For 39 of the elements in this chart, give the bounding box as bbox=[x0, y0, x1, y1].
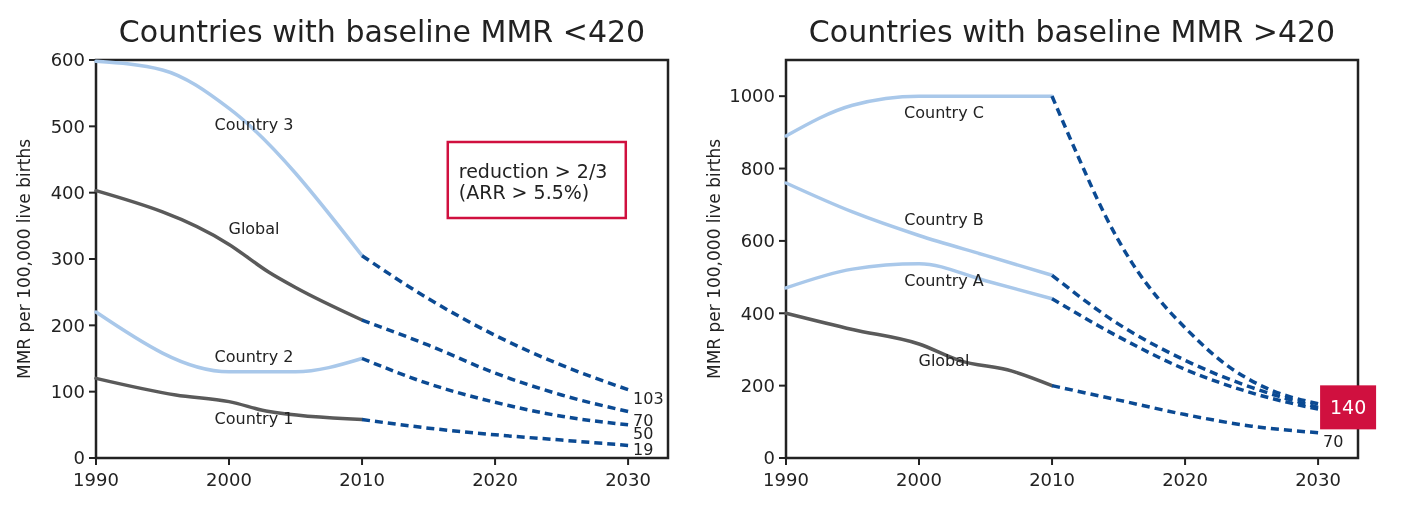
chart-title: Countries with baseline MMR >420 bbox=[808, 14, 1336, 49]
chart-title: Countries with baseline MMR <420 bbox=[118, 14, 646, 49]
y-axis-title: MMR per 100,000 live births bbox=[14, 138, 34, 380]
series-label: Global bbox=[228, 219, 280, 239]
y-tick-label: 400 bbox=[740, 302, 775, 324]
series-label: Country B bbox=[904, 210, 984, 230]
y-tick-label: 300 bbox=[50, 248, 85, 270]
y-tick-label: 200 bbox=[740, 374, 775, 396]
x-tick-label: 2020 bbox=[1162, 469, 1208, 490]
data-label: 103 bbox=[633, 389, 664, 409]
data-label: 70 bbox=[1323, 432, 1344, 452]
y-tick-label: 600 bbox=[740, 230, 775, 252]
y-tick-label: 0 bbox=[763, 447, 775, 469]
series-label: Country 3 bbox=[214, 115, 294, 135]
y-tick-label: 1000 bbox=[729, 85, 775, 107]
y-tick-label: 500 bbox=[50, 115, 85, 137]
x-tick-label: 2030 bbox=[1295, 469, 1341, 490]
x-tick-label: 2020 bbox=[472, 469, 518, 490]
series-label: Global bbox=[918, 351, 970, 371]
y-tick-label: 200 bbox=[50, 314, 85, 336]
x-tick-label: 1990 bbox=[763, 469, 809, 490]
y-tick-label: 100 bbox=[50, 380, 85, 402]
y-tick-label: 800 bbox=[740, 157, 775, 179]
series-label: Country 2 bbox=[214, 346, 294, 366]
y-axis-title: MMR per 100,000 live births bbox=[704, 138, 724, 380]
x-tick-label: 2030 bbox=[605, 469, 651, 490]
x-tick-label: 2000 bbox=[896, 469, 942, 490]
x-tick-label: 2010 bbox=[339, 469, 385, 490]
y-tick-label: 600 bbox=[50, 49, 85, 71]
series-label: Country C bbox=[904, 103, 984, 123]
y-tick-label: 0 bbox=[73, 447, 85, 469]
series-label: Country A bbox=[904, 270, 984, 290]
y-tick-label: 400 bbox=[50, 181, 85, 203]
x-tick-label: 1990 bbox=[73, 469, 119, 490]
x-tick-label: 2010 bbox=[1029, 469, 1075, 490]
annotation: 140 bbox=[1329, 396, 1367, 418]
annotation: reduction > 2/3 (ARR > 5.5%) bbox=[458, 160, 608, 203]
data-label: 19 bbox=[633, 439, 654, 459]
x-tick-label: 2000 bbox=[206, 469, 252, 490]
